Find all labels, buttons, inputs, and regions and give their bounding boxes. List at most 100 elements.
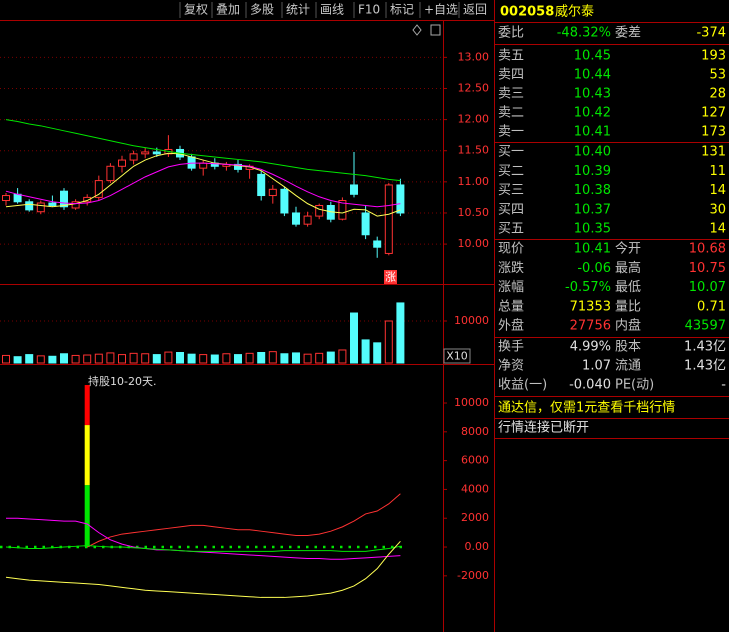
- volume-bar: [83, 354, 92, 364]
- toolbar-button[interactable]: 返回: [463, 3, 487, 17]
- toolbar-button[interactable]: 复权: [184, 3, 208, 17]
- y-tick-label: 10000: [454, 314, 489, 327]
- toolbar-bg: [0, 0, 729, 20]
- candle-body: [303, 215, 312, 225]
- volume-bar: [129, 352, 138, 364]
- volume-bar: [152, 354, 161, 364]
- quote-label: 涨幅: [498, 280, 524, 295]
- order-label: 卖五: [498, 49, 524, 64]
- volume-bar: [36, 355, 45, 364]
- order-volume: 11: [709, 164, 726, 179]
- y-tick-label: 11.50: [458, 144, 490, 157]
- y-tick-label: 2000: [461, 511, 489, 524]
- toolbar-button[interactable]: +自选: [424, 3, 458, 17]
- candle-body: [361, 212, 370, 236]
- order-label: 卖四: [498, 68, 524, 83]
- candle-body: [48, 202, 57, 207]
- order-label: 买四: [498, 202, 524, 217]
- quote-label: 总量: [498, 299, 524, 314]
- volume-bar: [118, 354, 126, 364]
- ma-line: [5, 152, 401, 217]
- candle-body: [129, 153, 138, 161]
- volume-bar: [60, 353, 68, 364]
- indicator-line: [5, 540, 401, 598]
- candle-body: [384, 184, 393, 254]
- order-volume: 53: [709, 68, 726, 83]
- marker-box: [384, 270, 397, 284]
- order-label: 买三: [498, 183, 524, 198]
- candle-body: [257, 173, 266, 197]
- order-volume: 193: [701, 49, 726, 64]
- quote-value: 1.43亿: [684, 340, 726, 355]
- quote-label: 量比: [615, 299, 641, 314]
- y-tick-label: 10.50: [458, 206, 490, 219]
- candle-body: [152, 151, 161, 155]
- signal-bar: [84, 485, 90, 548]
- toolbar-button[interactable]: 多股: [250, 3, 274, 17]
- unit-box: [443, 348, 471, 364]
- indicator-line: [5, 545, 401, 552]
- order-volume: 14: [709, 183, 726, 198]
- order-label: 卖三: [498, 87, 524, 102]
- toolbar-button[interactable]: 标记: [390, 3, 414, 17]
- y-tick-label: 12.50: [458, 81, 490, 94]
- order-price: 10.38: [574, 183, 611, 198]
- volume-bar: [384, 320, 393, 364]
- order-label: 买五: [498, 222, 524, 237]
- quote-label: 今开: [615, 241, 641, 257]
- toolbar-button[interactable]: 叠加: [216, 3, 240, 17]
- volume-bar: [373, 342, 382, 364]
- quote-value: -0.040: [569, 378, 611, 393]
- quote-label: 换手: [498, 340, 524, 355]
- volume-bar: [13, 356, 22, 364]
- candle-body: [338, 200, 347, 220]
- order-volume: 14: [709, 222, 726, 237]
- order-price: 10.41: [574, 125, 611, 140]
- candle-body: [280, 188, 289, 214]
- candle-body: [234, 163, 242, 170]
- quote-value: 10.68: [689, 242, 726, 257]
- volume-bar: [2, 354, 10, 364]
- volume-bar: [199, 354, 208, 364]
- candle-body: [268, 188, 277, 197]
- y-tick-label: 12.00: [458, 113, 490, 126]
- y-tick-label: 4000: [461, 482, 489, 495]
- candle-body: [187, 156, 196, 169]
- order-volume: 28: [709, 87, 726, 102]
- order-price: 10.44: [574, 68, 611, 83]
- ma-line: [5, 162, 401, 208]
- toolbar-button[interactable]: 统计: [286, 3, 310, 17]
- box-icon[interactable]: [430, 24, 441, 36]
- quote-label: 委差: [615, 26, 641, 41]
- candle-body: [199, 162, 208, 169]
- candle-body: [83, 196, 92, 203]
- toolbar-button[interactable]: 画线: [320, 3, 344, 17]
- y-tick-label: -2000: [457, 569, 489, 582]
- signal-bar: [84, 425, 90, 486]
- toolbar-button[interactable]: F10: [358, 3, 380, 17]
- quote-value: 10.07: [689, 280, 726, 295]
- diamond-icon[interactable]: [412, 24, 422, 36]
- candle-body: [396, 184, 405, 214]
- volume-bar: [141, 353, 150, 364]
- quote-value: -48.32%: [557, 26, 611, 41]
- volume-bar: [315, 352, 324, 364]
- y-tick-label: 11.00: [458, 175, 490, 188]
- volume-bar: [210, 354, 219, 364]
- order-volume: 127: [701, 106, 726, 121]
- y-tick-label: 10000: [454, 396, 489, 409]
- quote-value: 71353: [570, 299, 611, 314]
- y-tick-label: 8000: [461, 425, 489, 438]
- candle-body: [36, 202, 45, 213]
- volume-bar: [94, 353, 103, 364]
- order-label: 买一: [498, 145, 524, 160]
- candle-body: [71, 201, 80, 209]
- volume-bar: [303, 353, 312, 364]
- order-label: 买二: [498, 164, 524, 179]
- volume-bar: [396, 302, 405, 364]
- candle-body: [2, 195, 10, 202]
- candle-body: [350, 184, 358, 195]
- promo-message[interactable]: 通达信，仅需1元查看千档行情: [498, 400, 675, 416]
- volume-unit: X10: [446, 350, 468, 363]
